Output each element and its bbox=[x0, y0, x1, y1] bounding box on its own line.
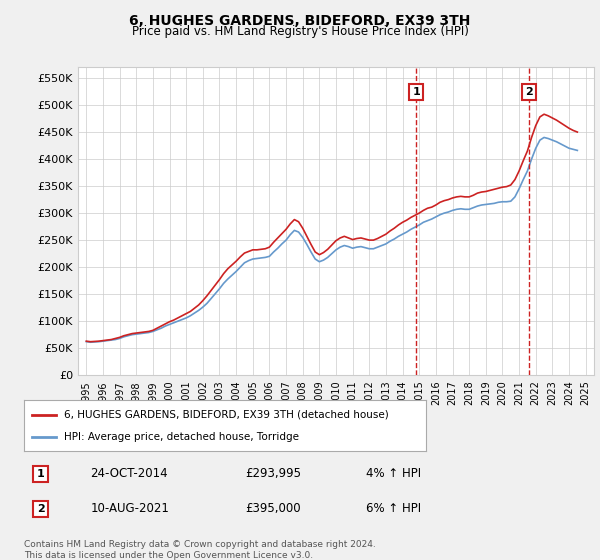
Text: 24-OCT-2014: 24-OCT-2014 bbox=[90, 468, 168, 480]
Text: 6% ↑ HPI: 6% ↑ HPI bbox=[366, 502, 421, 515]
Text: 1: 1 bbox=[412, 87, 420, 97]
Text: £395,000: £395,000 bbox=[245, 502, 301, 515]
Text: 6, HUGHES GARDENS, BIDEFORD, EX39 3TH: 6, HUGHES GARDENS, BIDEFORD, EX39 3TH bbox=[130, 14, 470, 28]
Text: Price paid vs. HM Land Registry's House Price Index (HPI): Price paid vs. HM Land Registry's House … bbox=[131, 25, 469, 38]
Text: 10-AUG-2021: 10-AUG-2021 bbox=[90, 502, 169, 515]
Text: 4% ↑ HPI: 4% ↑ HPI bbox=[366, 468, 421, 480]
Text: 2: 2 bbox=[37, 504, 44, 514]
Text: Contains HM Land Registry data © Crown copyright and database right 2024.
This d: Contains HM Land Registry data © Crown c… bbox=[24, 540, 376, 560]
Text: 2: 2 bbox=[525, 87, 533, 97]
Text: 1: 1 bbox=[37, 469, 44, 479]
Text: £293,995: £293,995 bbox=[245, 468, 301, 480]
Text: HPI: Average price, detached house, Torridge: HPI: Average price, detached house, Torr… bbox=[64, 432, 299, 442]
Text: 6, HUGHES GARDENS, BIDEFORD, EX39 3TH (detached house): 6, HUGHES GARDENS, BIDEFORD, EX39 3TH (d… bbox=[64, 409, 389, 419]
